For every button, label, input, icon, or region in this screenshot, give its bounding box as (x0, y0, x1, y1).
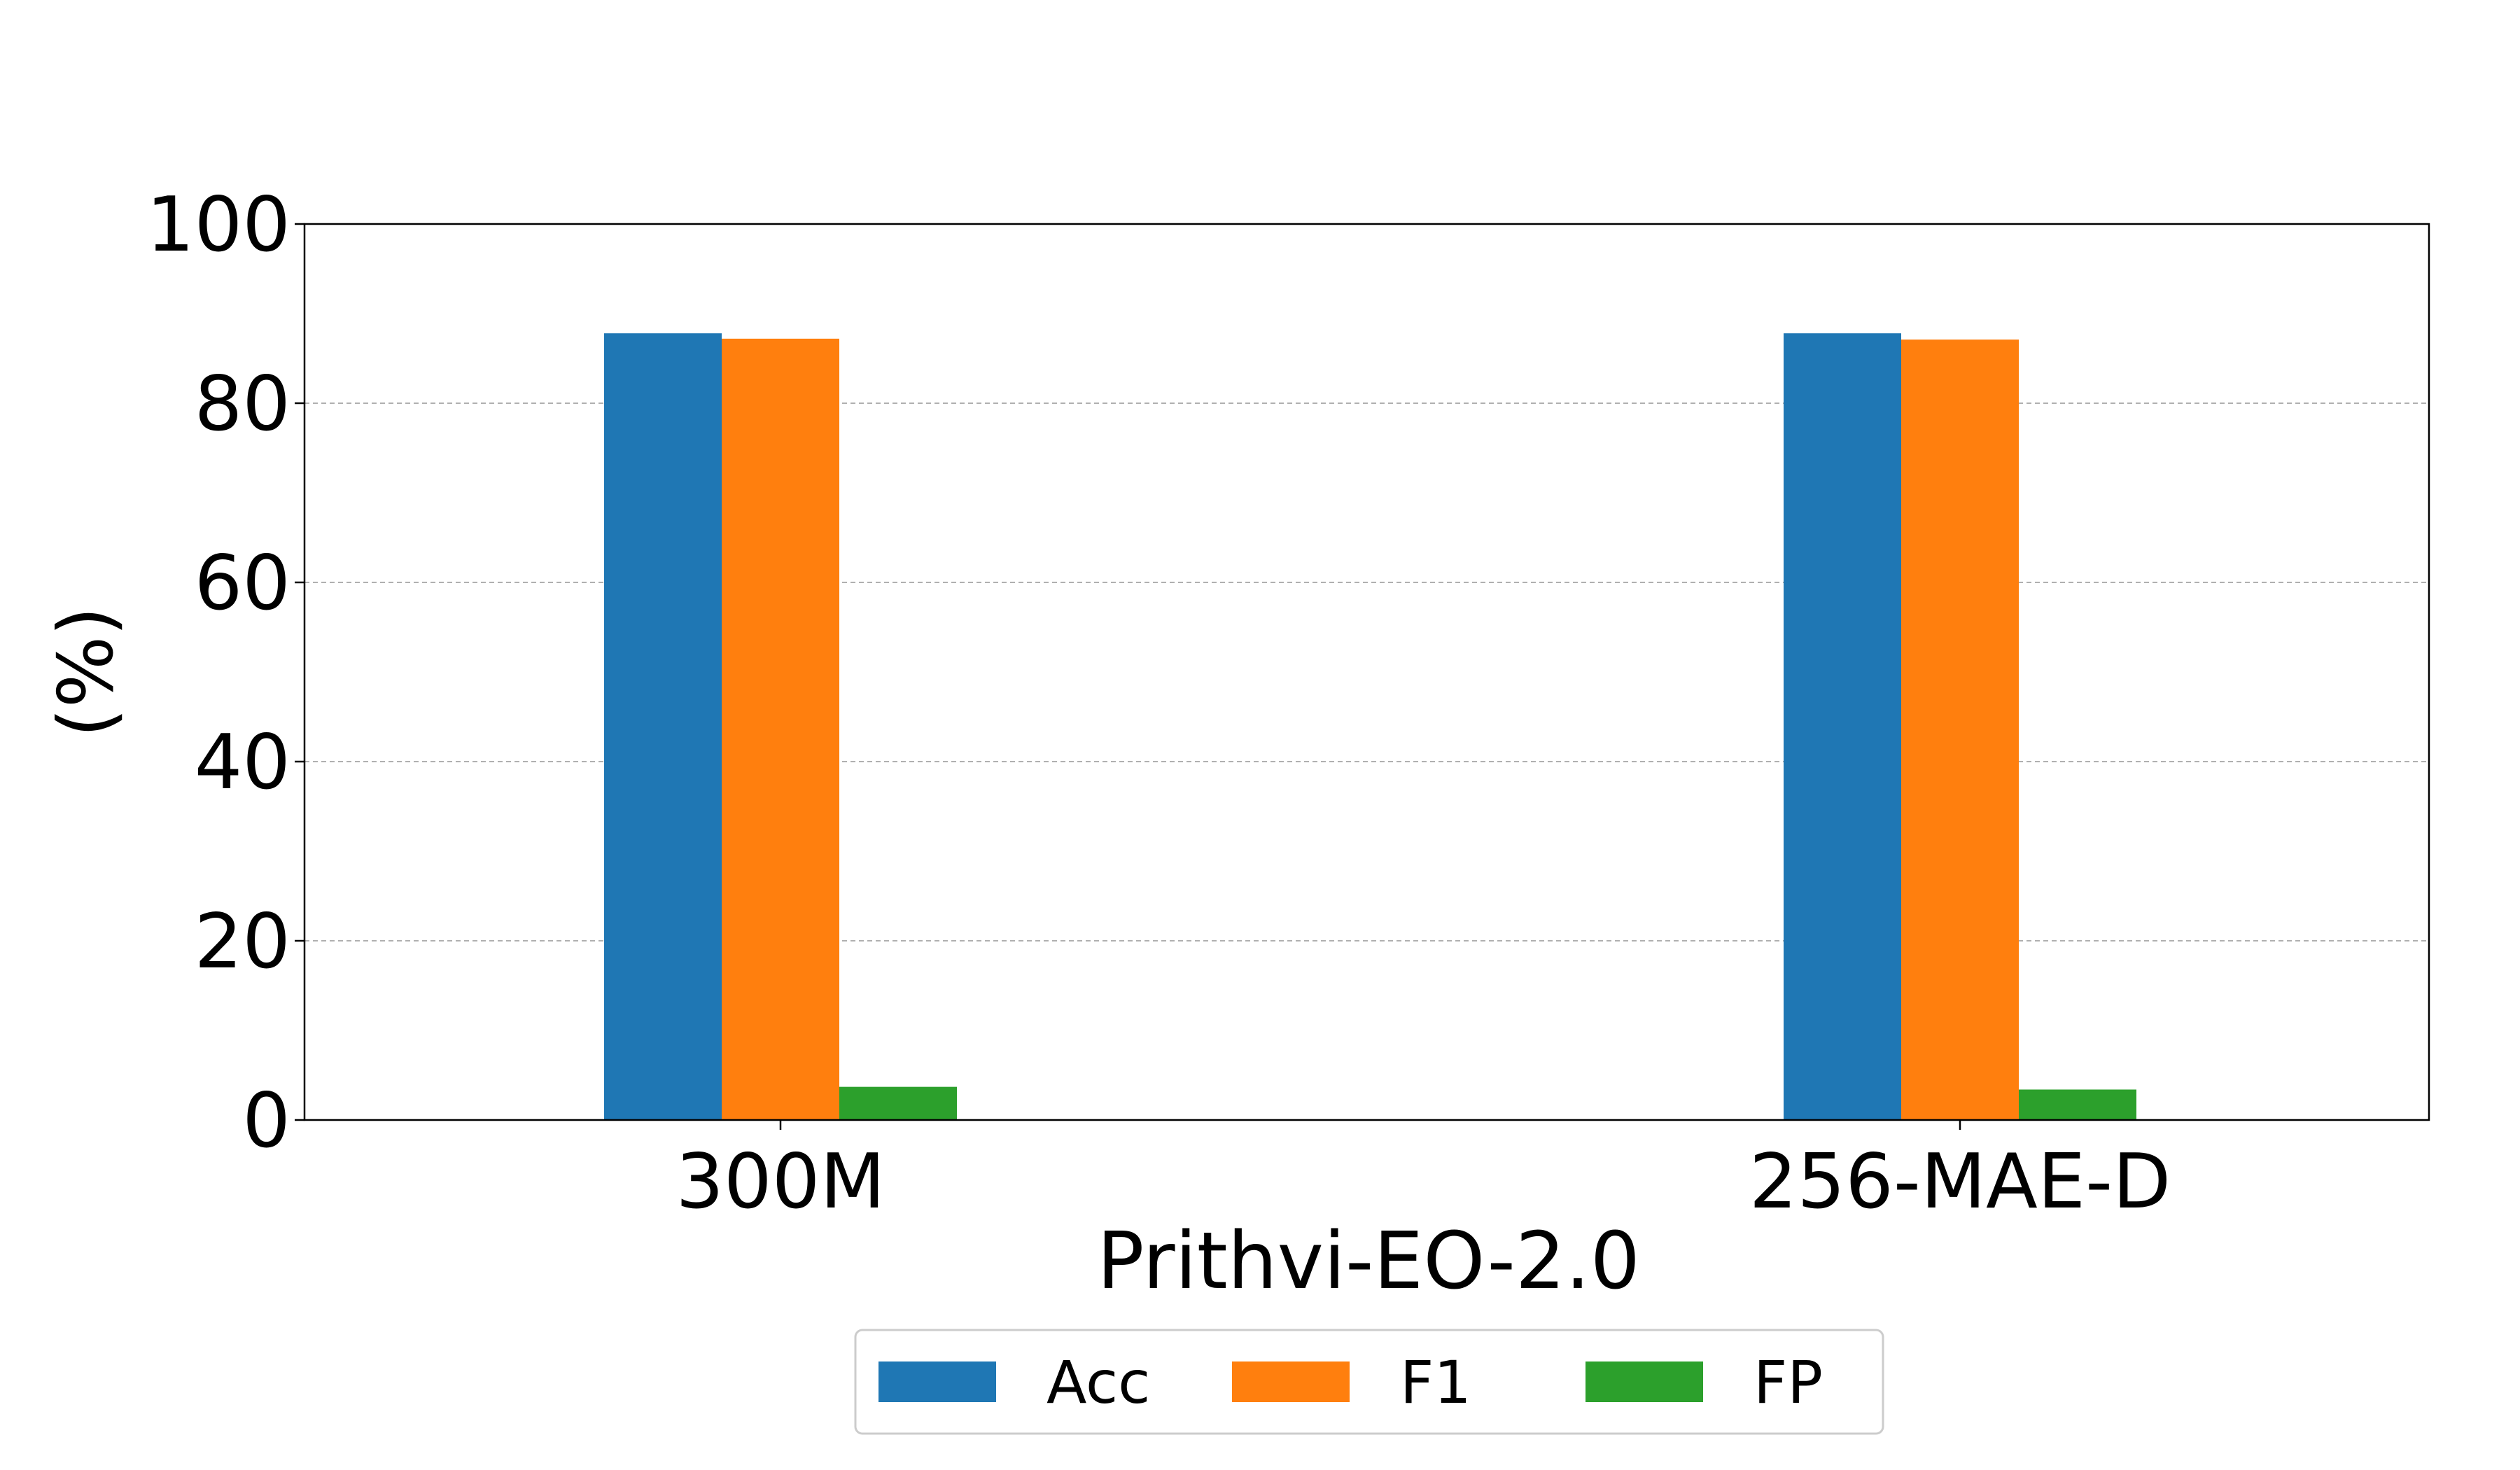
ytick-label-0: 0 (242, 1077, 290, 1165)
legend-frame (854, 1329, 1884, 1435)
bars (604, 333, 2136, 1121)
legend-label-acc: Acc (1046, 1348, 1150, 1417)
ytick-label-1: 20 (195, 898, 290, 986)
bar-fp-0 (839, 1086, 957, 1120)
legend: Acc F1 FP (854, 1329, 1884, 1435)
legend-swatch-f1 (1232, 1362, 1350, 1402)
plot-frame (303, 223, 2430, 1121)
legend-label-fp: FP (1754, 1348, 1823, 1417)
y-axis-ticks: 0 20 40 60 80 100 (146, 181, 304, 1165)
xtick-label-1: 256-MAE-D (1749, 1138, 2171, 1226)
bar-fp-1 (2019, 1089, 2136, 1120)
ytick-label-3: 60 (195, 540, 290, 627)
ytick-label-2: 40 (195, 719, 290, 806)
legend-items: Acc F1 FP (878, 1348, 1823, 1417)
legend-label-f1: F1 (1400, 1348, 1471, 1417)
x-axis-ticks: 300M 256-MAE-D (676, 1120, 2171, 1226)
x-axis-label: Prithvi-EO-2.0 (1097, 1216, 1640, 1307)
bar-f1-1 (1901, 340, 2019, 1120)
bar-acc-1 (1784, 333, 1901, 1120)
legend-swatch-fp (1586, 1362, 1703, 1402)
legend-swatch-acc (878, 1362, 996, 1402)
bar-acc-0 (604, 333, 722, 1120)
y-axis-label: (%) (43, 607, 130, 738)
bar-f1-0 (722, 338, 839, 1121)
xtick-label-0: 300M (676, 1138, 885, 1226)
ytick-label-4: 80 (195, 360, 290, 448)
ytick-label-5: 100 (146, 181, 290, 269)
